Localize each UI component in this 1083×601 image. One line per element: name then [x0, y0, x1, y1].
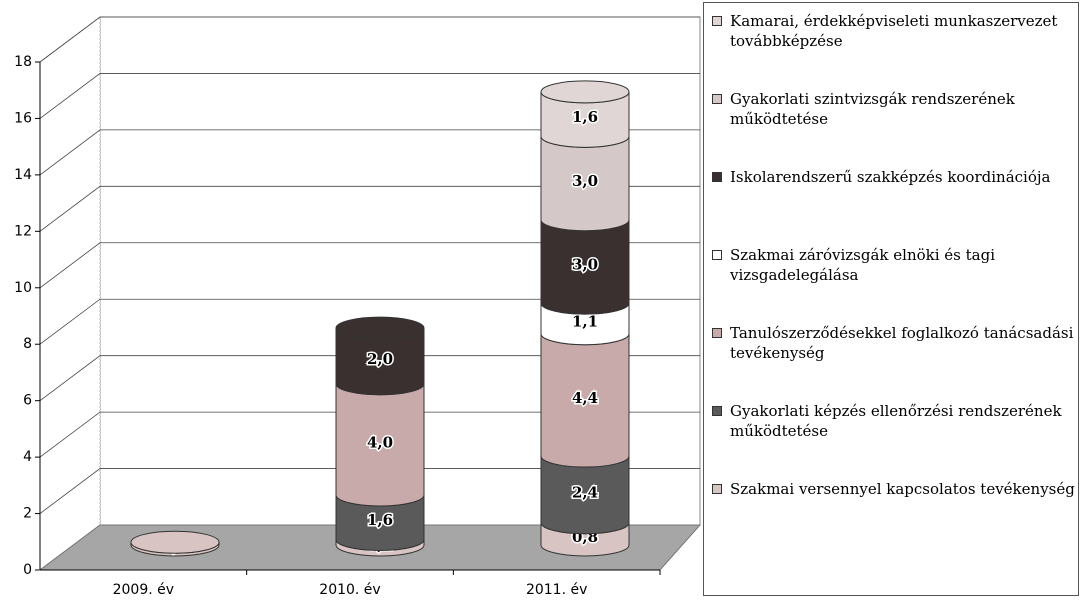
value-label: 4,4 — [572, 389, 598, 407]
legend-swatch — [712, 94, 722, 104]
y-tick-label: 18 — [14, 54, 32, 70]
y-tick-label: 16 — [14, 110, 32, 126]
grid-line — [39, 355, 700, 401]
legend-swatch — [712, 484, 722, 494]
legend: Kamarai, érdekképviseleti munkaszervezet… — [703, 2, 1079, 596]
y-tick-label: 2 — [23, 506, 32, 522]
legend-swatch — [712, 406, 722, 416]
legend-item: Tanulószerződésekkel foglalkozó tanácsad… — [712, 323, 1077, 363]
legend-label: Tanulószerződésekkel foglalkozó tanácsad… — [730, 324, 1074, 362]
value-label: 3,0 — [572, 255, 598, 273]
value-label: 1,6 — [367, 511, 393, 529]
legend-item: Kamarai, érdekképviseleti munkaszervezet… — [712, 11, 1077, 51]
x-tick-label: 2009. év — [113, 582, 174, 598]
value-label: 4,0 — [367, 433, 393, 451]
legend-label: Kamarai, érdekképviseleti munkaszervezet… — [730, 12, 1058, 50]
grid-line — [39, 73, 700, 119]
side-wall — [39, 16, 101, 571]
legend-item: Szakmai versennyel kapcsolatos tevékenys… — [712, 479, 1077, 499]
value-label: 1,6 — [572, 108, 598, 126]
cylinder-top — [130, 530, 220, 554]
legend-swatch — [712, 328, 722, 338]
y-tick-label: 6 — [23, 393, 32, 409]
grid-line — [39, 411, 700, 458]
value-label: 2,4 — [572, 483, 598, 501]
y-tick-label: 0 — [23, 562, 32, 578]
grid-line — [39, 468, 700, 514]
grid-line — [39, 16, 700, 63]
cylinder-top — [540, 80, 630, 104]
legend-label: Gyakorlati képzés ellenőrzési rendszerén… — [730, 402, 1062, 440]
y-tick-label: 14 — [14, 167, 32, 183]
y-tick-label: 8 — [23, 336, 32, 352]
legend-swatch — [712, 172, 722, 182]
legend-swatch — [712, 16, 722, 26]
grid-line — [39, 298, 700, 345]
legend-label: Iskolarendszerű szakképzés koordinációja — [730, 168, 1051, 186]
cylinder-top — [335, 316, 425, 340]
x-tick-label: 2010. év — [319, 582, 380, 598]
y-tick-label: 12 — [14, 223, 32, 239]
value-label: 2,0 — [367, 350, 393, 368]
value-label: 3,0 — [572, 172, 598, 190]
legend-label: Gyakorlati szintvizsgák rendszerének műk… — [730, 90, 1015, 128]
legend-item: Gyakorlati szintvizsgák rendszerének műk… — [712, 89, 1077, 129]
x-tick-label: 2011. év — [526, 582, 587, 598]
legend-item: Iskolarendszerű szakképzés koordinációja — [712, 167, 1077, 187]
legend-item: Gyakorlati képzés ellenőrzési rendszerén… — [712, 401, 1077, 441]
y-tick-label: 4 — [23, 449, 32, 465]
grid-line — [39, 129, 700, 176]
grid-line — [39, 242, 700, 289]
grid-line — [39, 185, 700, 232]
y-tick-label: 10 — [14, 280, 32, 296]
legend-label: Szakmai versennyel kapcsolatos tevékenys… — [730, 480, 1075, 498]
value-label: 1,1 — [572, 312, 598, 330]
legend-label: Szakmai záróvizsgák elnöki és tagi vizsg… — [730, 246, 995, 284]
legend-item: Szakmai záróvizsgák elnöki és tagi vizsg… — [712, 245, 1077, 285]
legend-swatch — [712, 250, 722, 260]
